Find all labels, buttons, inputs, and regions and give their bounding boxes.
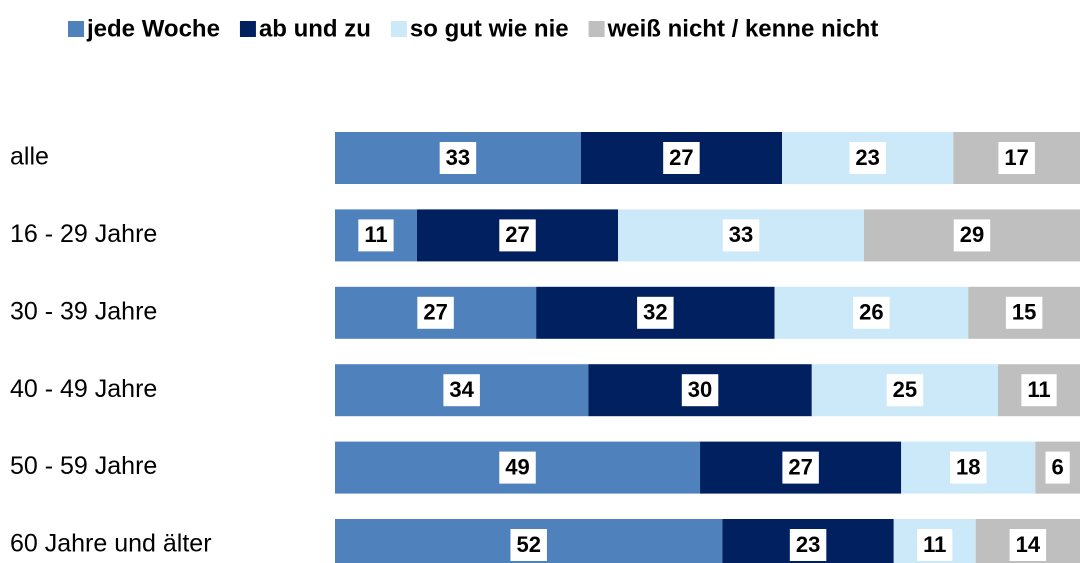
value-label: 11 (923, 532, 946, 557)
value-label: 18 (956, 454, 980, 479)
legend-swatch (588, 21, 605, 37)
label-box (417, 296, 454, 329)
value-label: 27 (423, 300, 447, 325)
label-box (853, 296, 890, 329)
value-label: 52 (516, 532, 540, 557)
value-label: 14 (1016, 532, 1041, 557)
category-label: 30 - 39 Jahre (10, 297, 157, 325)
label-box (1021, 374, 1057, 407)
label-box (782, 451, 819, 484)
legend-swatch (390, 21, 407, 37)
category-label: alle (10, 143, 49, 171)
value-label: 29 (960, 222, 984, 247)
label-box (1045, 451, 1070, 484)
category-label: 16 - 29 Jahre (10, 220, 157, 248)
value-label: 17 (1004, 145, 1028, 170)
value-label: 33 (729, 222, 753, 247)
value-label: 49 (505, 454, 529, 479)
value-label: 26 (859, 300, 883, 325)
label-box (1009, 529, 1047, 561)
label-box (849, 142, 886, 174)
value-label: 11 (364, 222, 387, 247)
legend-label: so gut wie nie (410, 15, 569, 42)
value-label: 27 (788, 454, 812, 479)
value-label: 27 (669, 145, 693, 170)
value-label: 34 (449, 377, 474, 402)
label-box (886, 374, 924, 407)
value-label: 25 (893, 377, 917, 402)
legend-swatch (68, 21, 84, 37)
value-label: 23 (796, 532, 820, 557)
label-box (499, 219, 536, 252)
legend-label: ab und zu (259, 15, 371, 42)
value-label: 32 (643, 300, 667, 325)
label-box (637, 296, 674, 329)
label-box (681, 374, 719, 407)
value-label: 27 (505, 222, 529, 247)
label-box (722, 219, 760, 252)
label-box (998, 142, 1035, 174)
category-label: 50 - 59 Jahre (10, 452, 157, 480)
value-label: 15 (1012, 300, 1036, 325)
label-box (917, 529, 953, 561)
label-box (510, 529, 547, 561)
legend-swatch (239, 21, 256, 37)
value-label: 6 (1052, 454, 1064, 479)
label-box (953, 219, 991, 252)
value-label: 30 (688, 377, 712, 402)
value-label: 33 (446, 145, 470, 170)
label-box (950, 451, 987, 484)
legend-label: weiß nicht / kenne nicht (607, 15, 879, 42)
label-box (358, 219, 394, 252)
label-box (499, 451, 536, 484)
value-label: 11 (1027, 377, 1050, 402)
category-label: 60 Jahre und älter (10, 530, 212, 558)
category-label: 40 - 49 Jahre (10, 375, 157, 403)
label-box (439, 142, 477, 174)
legend-label: jede Woche (86, 15, 220, 42)
label-box (663, 142, 700, 174)
value-label: 23 (855, 145, 879, 170)
label-box (1005, 296, 1043, 329)
label-box (443, 374, 480, 407)
label-box (789, 529, 827, 561)
